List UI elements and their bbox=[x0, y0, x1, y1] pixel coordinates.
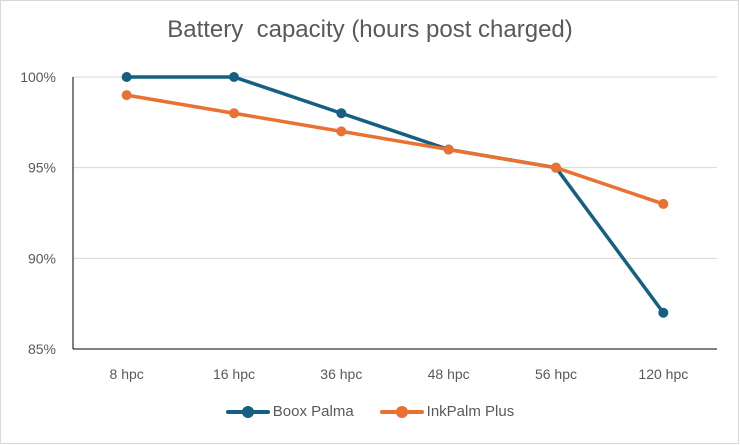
x-tick-label: 120 hpc bbox=[638, 366, 688, 382]
y-tick-label: 95% bbox=[28, 160, 56, 176]
legend-line-marker-icon bbox=[225, 405, 270, 418]
legend-line-marker-icon bbox=[379, 405, 424, 418]
legend-item-boox-palma[interactable]: Boox Palma bbox=[225, 403, 354, 420]
chart-title: Battery capacity (hours post charged) bbox=[167, 16, 573, 43]
x-tick-label: 36 hpc bbox=[320, 366, 362, 382]
legend-label: Boox Palma bbox=[272, 403, 354, 420]
series-inkpalm-plus bbox=[121, 90, 669, 209]
data-point[interactable] bbox=[443, 144, 454, 155]
legend-label: InkPalm Plus bbox=[426, 403, 515, 420]
data-point[interactable] bbox=[121, 72, 132, 82]
y-tick-label: 85% bbox=[28, 341, 56, 357]
y-tick-label: 100% bbox=[20, 69, 56, 85]
y-tick-label: 90% bbox=[28, 250, 56, 266]
data-point[interactable] bbox=[121, 90, 132, 101]
data-point[interactable] bbox=[229, 108, 239, 119]
x-tick-label: 16 hpc bbox=[213, 366, 255, 382]
legend: Boox Palma InkPalm Plus bbox=[0, 403, 740, 420]
data-point[interactable] bbox=[229, 72, 239, 82]
legend-item-inkpalm-plus[interactable]: InkPalm Plus bbox=[379, 403, 515, 420]
x-tick-label: 56 hpc bbox=[535, 366, 577, 382]
data-point[interactable] bbox=[336, 108, 347, 119]
data-point[interactable] bbox=[658, 307, 669, 318]
data-point[interactable] bbox=[336, 126, 347, 137]
x-tick-label: 8 hpc bbox=[110, 366, 144, 382]
x-tick-label: 48 hpc bbox=[428, 366, 470, 382]
data-point[interactable] bbox=[551, 162, 561, 173]
data-point[interactable] bbox=[658, 198, 669, 209]
